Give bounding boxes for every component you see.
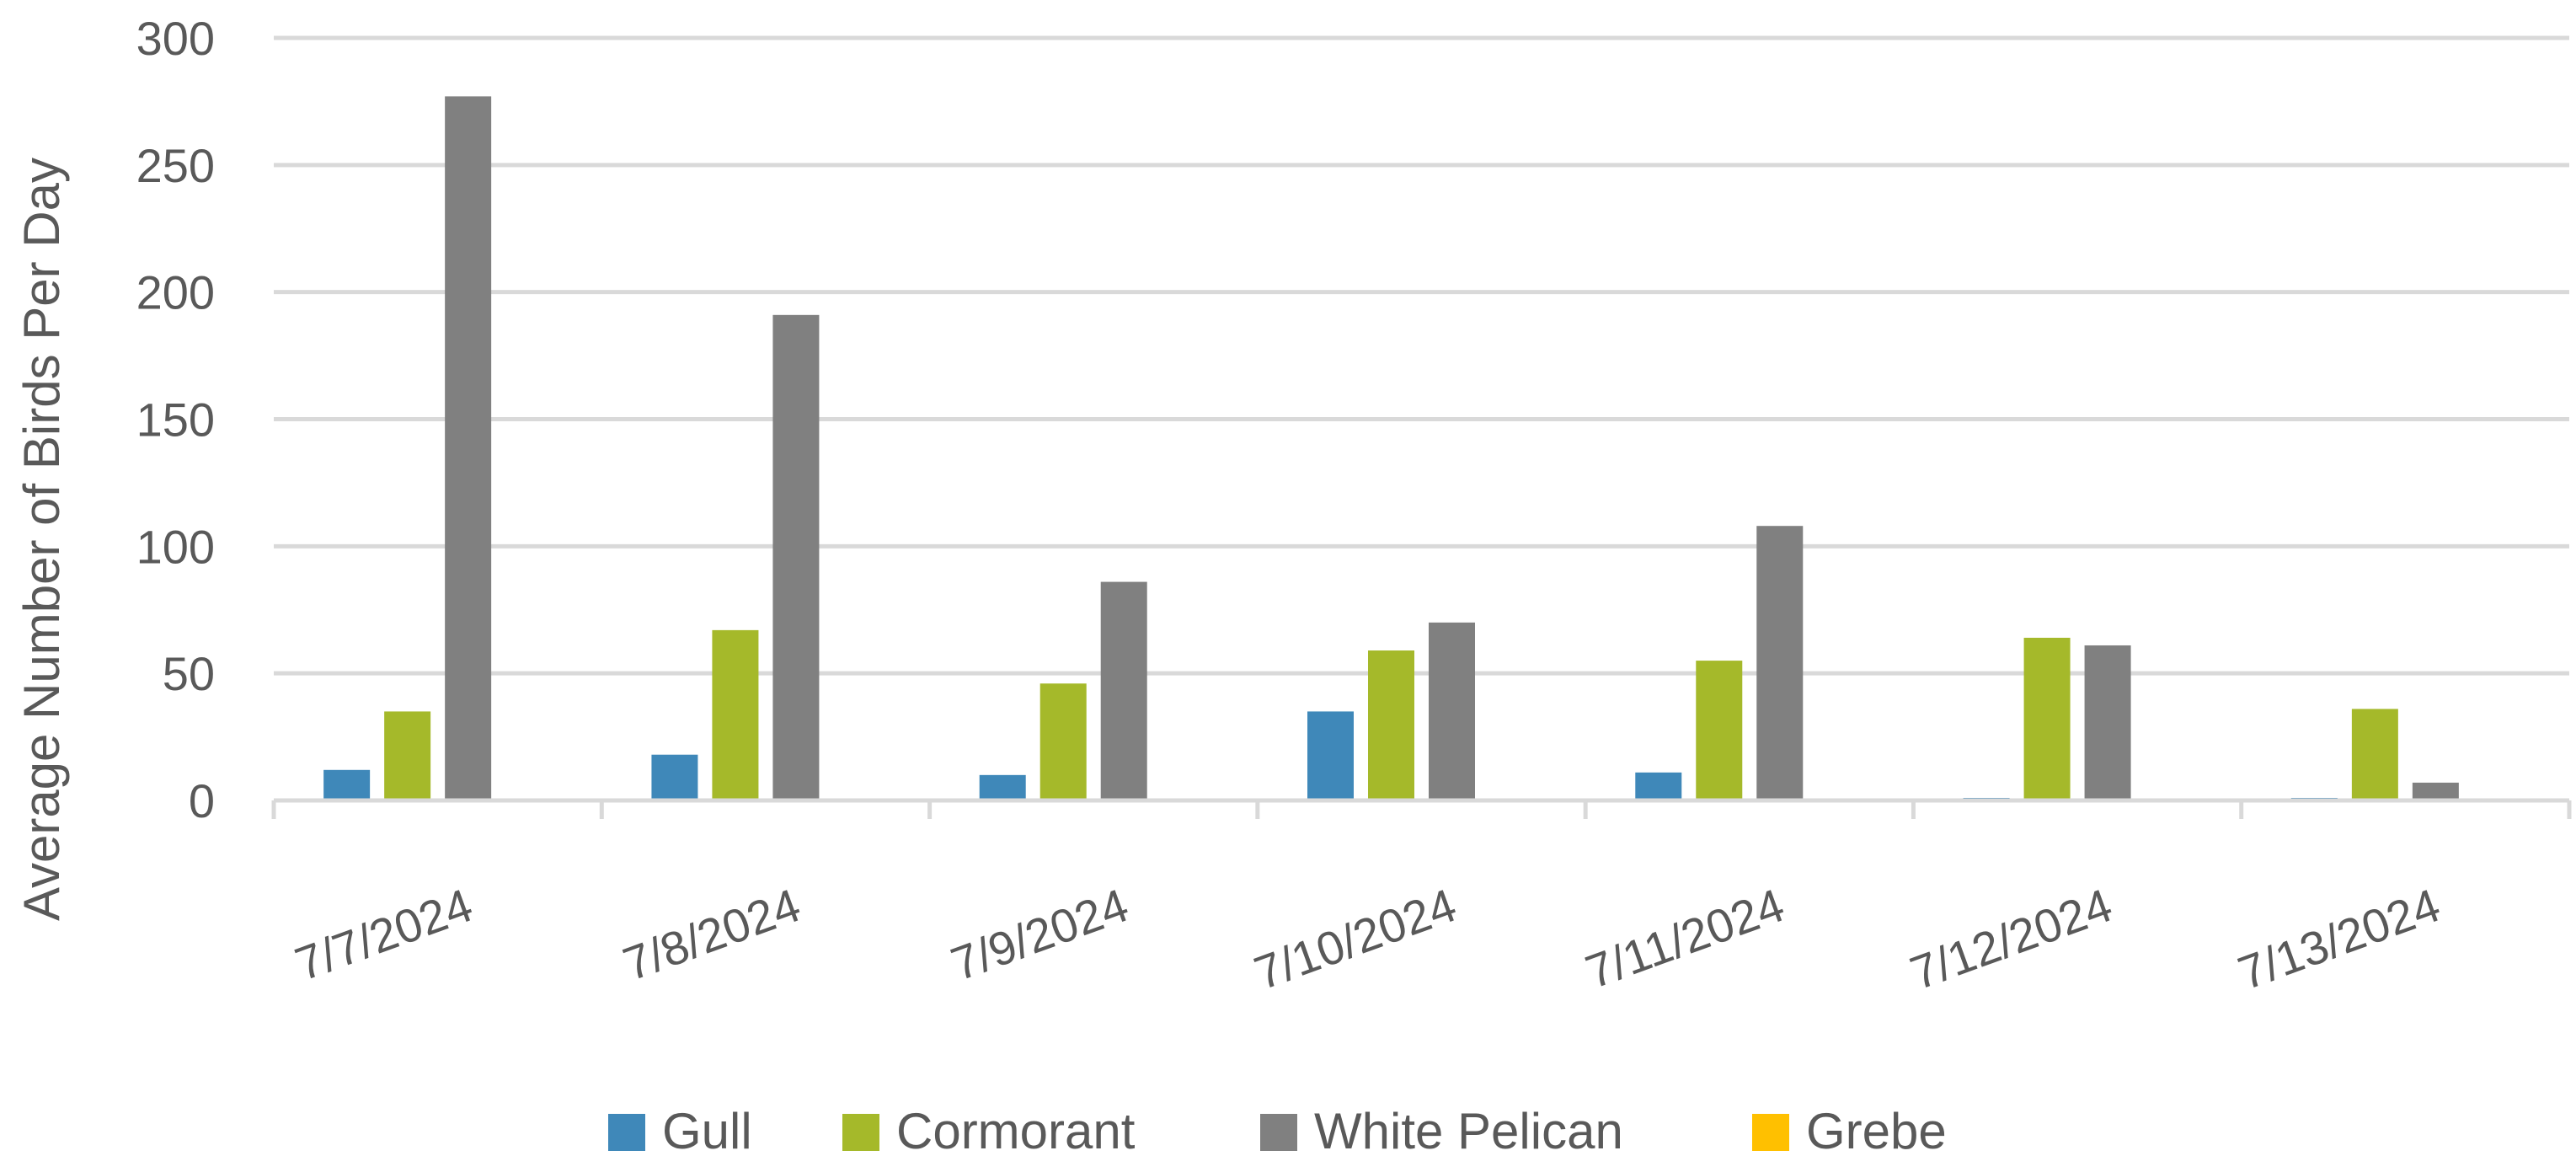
bar-cormorant [2351,709,2398,800]
x-tick-label: 7/10/2024 [1248,878,1463,999]
bar-white-pelican [772,314,820,801]
x-tick-label: 7/8/2024 [617,878,807,991]
bar-gull [1307,711,1354,800]
bar-white-pelican [2084,645,2131,800]
x-tick-label: 7/13/2024 [2231,878,2447,999]
legend-swatch [842,1114,879,1151]
bar-cormorant [1368,650,1414,800]
legend-label: Grebe [1806,1103,1947,1156]
bar-gull [323,769,371,800]
bar-white-pelican [1429,622,1475,800]
bar-white-pelican [1100,581,1147,800]
legend-label: Gull [662,1103,752,1156]
y-tick-label: 300 [136,12,215,65]
y-tick-labels: 0 50 100 150 200 250 300 [136,12,215,827]
x-tick-label: 7/12/2024 [1904,878,2119,999]
y-tick-label: 250 [136,139,215,192]
y-tick-label: 150 [136,393,215,447]
y-tick-label: 50 [163,647,215,700]
legend-swatch [1260,1114,1297,1151]
bar-cormorant [1039,683,1087,800]
bar-white-pelican [2412,782,2459,800]
gridlines [274,35,2569,676]
x-tick-label: 7/9/2024 [944,878,1135,991]
bar-cormorant [712,629,759,800]
y-tick-label: 100 [136,520,215,573]
bar-white-pelican [445,96,492,801]
legend-swatch [1752,1114,1789,1151]
legend: Gull Cormorant White Pelican Grebe [608,1103,1947,1156]
x-tick-label: 7/11/2024 [1579,878,1791,998]
bar-white-pelican [1756,526,1804,800]
bar-cormorant [384,711,431,800]
y-tick-label: 0 [189,774,215,827]
x-tick-label: 7/7/2024 [288,878,478,991]
legend-label: White Pelican [1314,1103,1623,1156]
legend-swatch [608,1114,645,1151]
bar-cormorant [2023,637,2071,800]
bar-gull [651,754,698,800]
bar-gull [979,774,1026,800]
y-tick-label: 200 [136,266,215,319]
bar-cormorant [1696,661,1743,800]
legend-label: Cormorant [896,1103,1136,1156]
bar-gull [1635,772,1682,800]
x-axis [271,798,2572,819]
bars [323,96,2459,801]
x-tick-labels: 7/7/2024 7/8/2024 7/9/2024 7/10/2024 7/11/20… [288,878,2446,999]
y-axis-title: Average Number of Birds Per Day [13,158,70,921]
